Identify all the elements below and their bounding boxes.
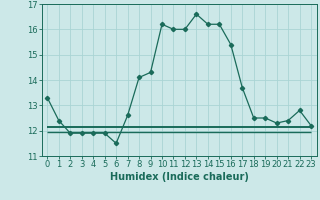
X-axis label: Humidex (Indice chaleur): Humidex (Indice chaleur)	[110, 172, 249, 182]
